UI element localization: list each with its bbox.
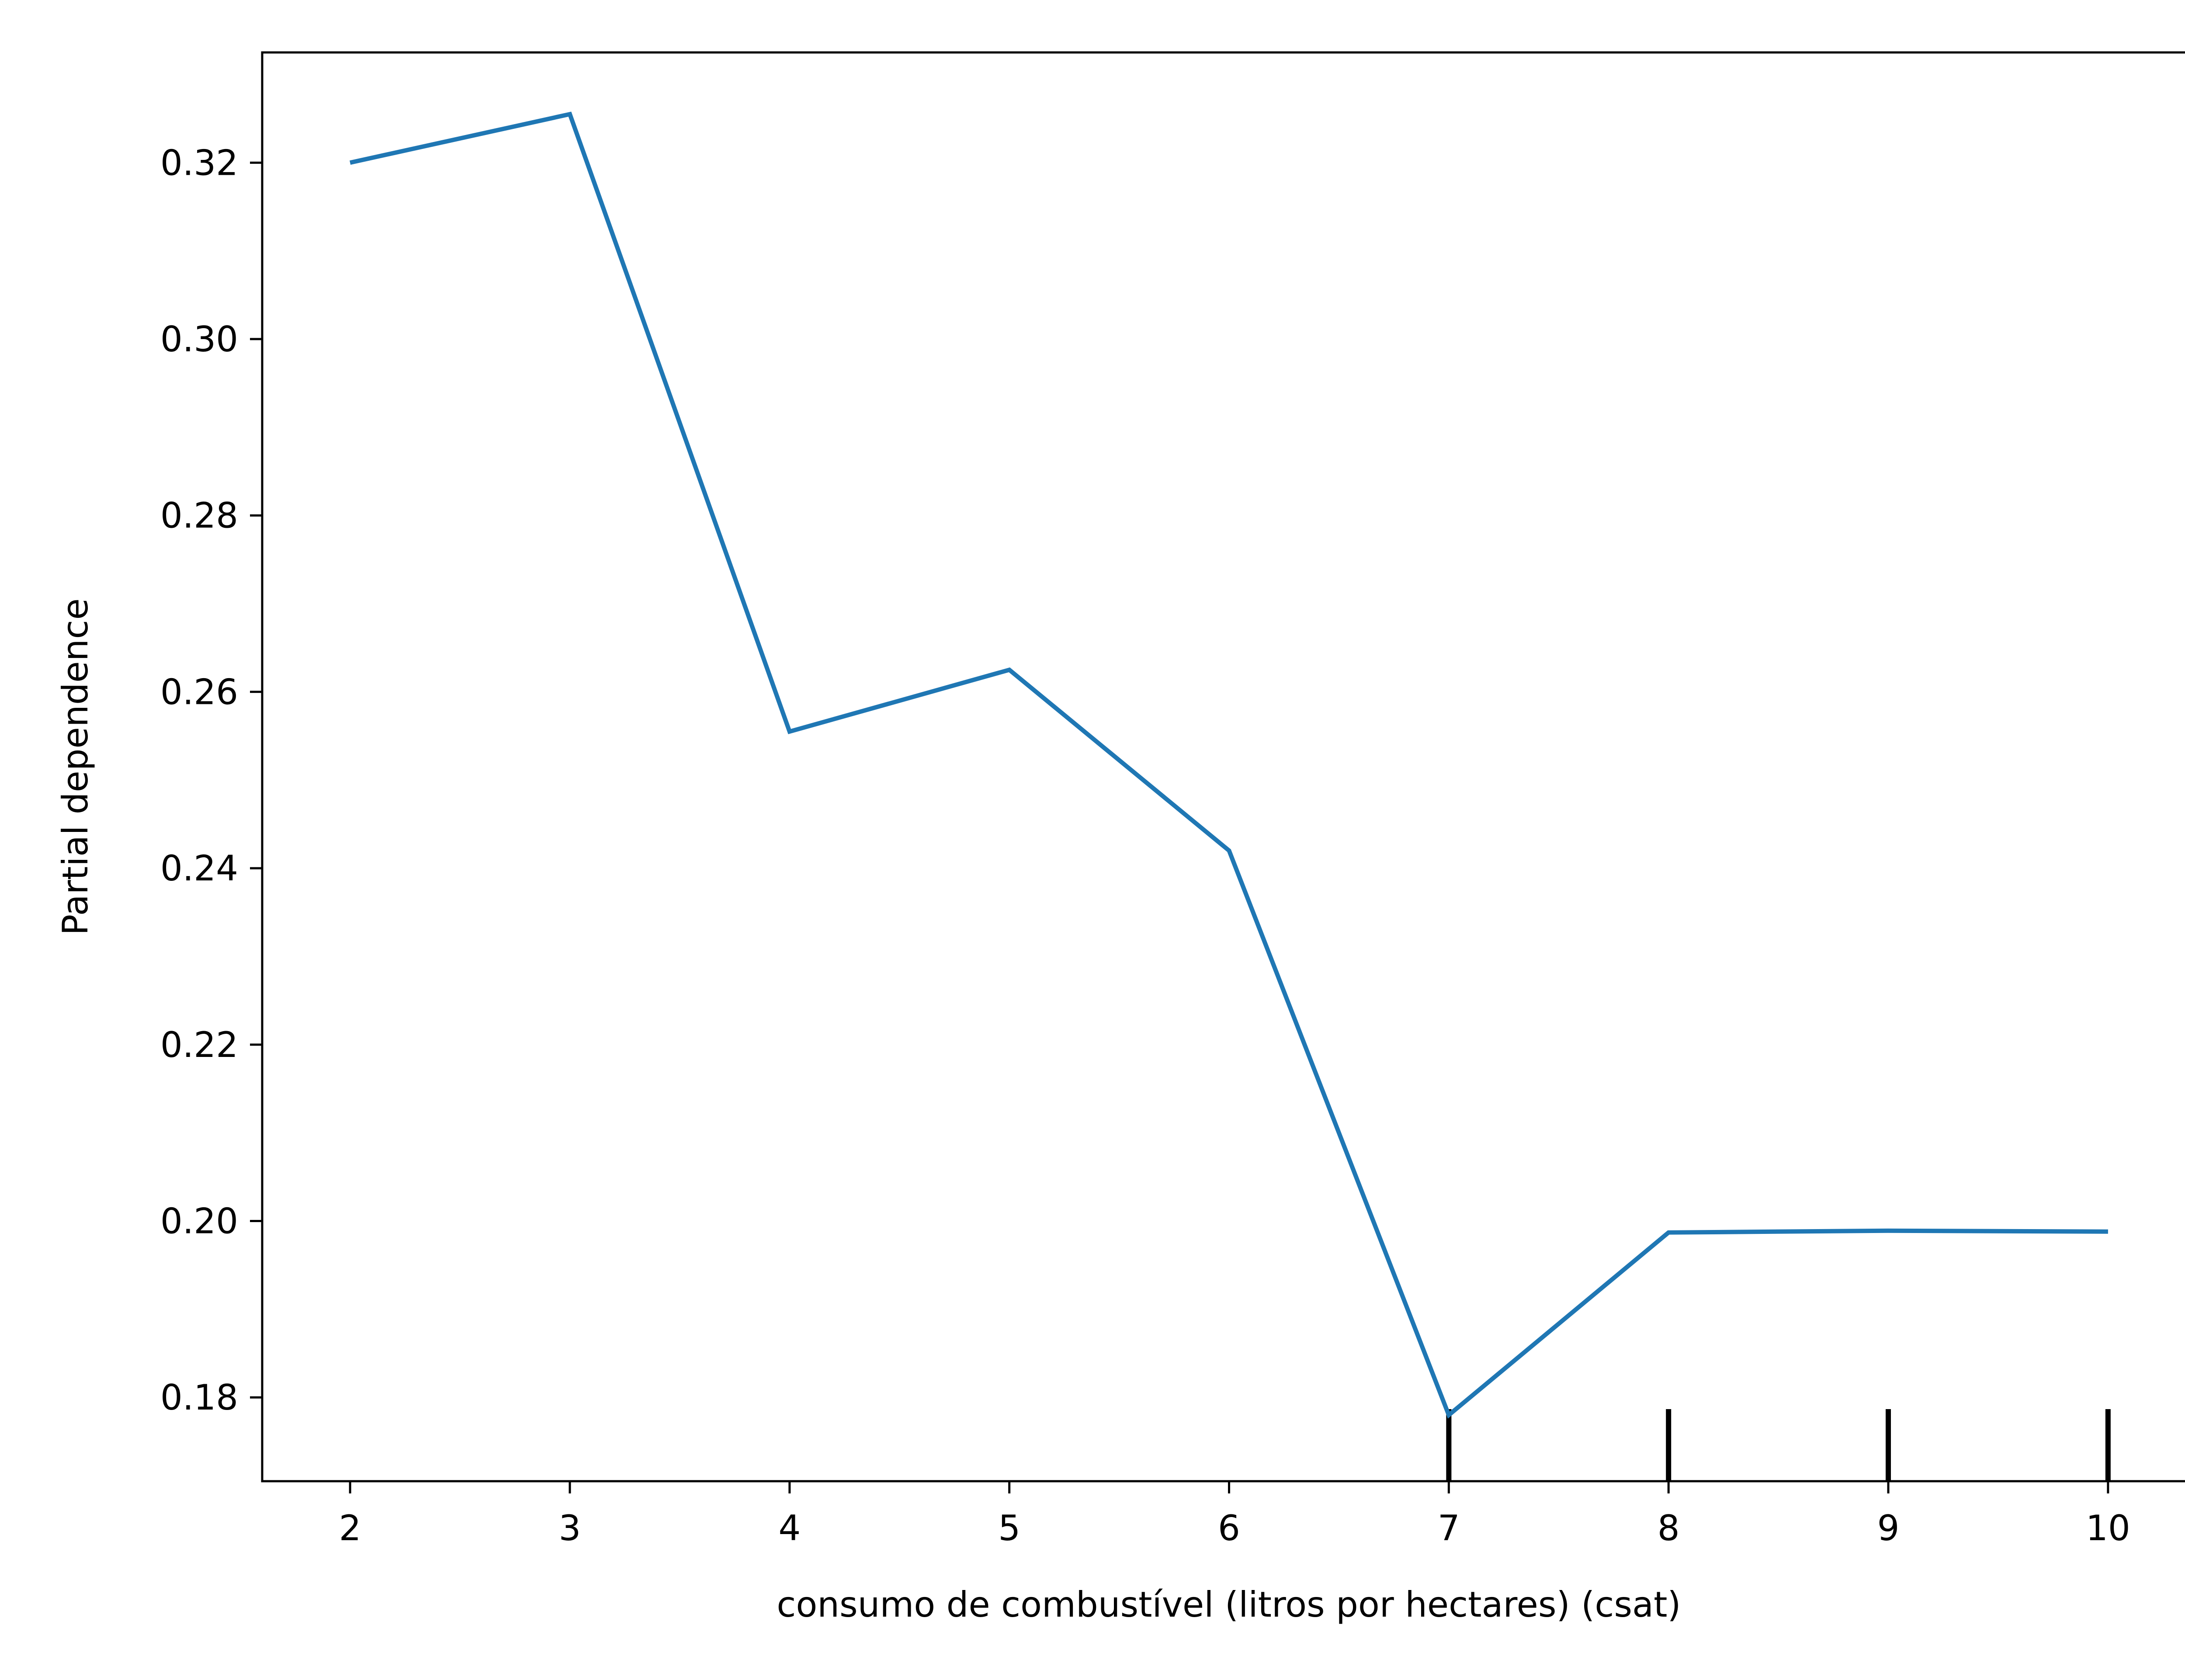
x-axis-label: consumo de combustível (litros por hecta… [777, 1584, 1681, 1625]
plot-frame [261, 51, 2185, 1483]
x-axis-ticks: 2 3 4 5 6 7 8 9 10 [339, 1481, 2130, 1548]
y-tick-label: 0.24 [160, 848, 238, 889]
series-group [350, 111, 2109, 1419]
y-tick-label: 0.22 [160, 1025, 238, 1065]
x-tick-label: 5 [998, 1508, 1020, 1548]
rug-marks [1446, 1409, 2111, 1481]
x-tick-label: 7 [1438, 1508, 1460, 1548]
data-point [1668, 1232, 1669, 1233]
y-axis-label: Partial dependence [55, 598, 96, 935]
x-tick-label: 10 [2086, 1508, 2130, 1548]
y-axis-ticks: 0.18 0.20 0.22 0.24 0.26 0.28 0.30 0.32 [160, 142, 262, 1418]
y-tick-label: 0.32 [160, 142, 238, 183]
data-point [1009, 669, 1010, 670]
series-line [350, 111, 2108, 1419]
x-tick-label: 2 [339, 1508, 361, 1548]
y-tick-label: 0.26 [160, 672, 238, 712]
y-tick-label: 0.30 [160, 319, 238, 360]
x-tick-label: 4 [778, 1508, 801, 1548]
x-tick-label: 8 [1658, 1508, 1680, 1548]
x-tick-label: 6 [1218, 1508, 1240, 1548]
y-tick-label: 0.18 [160, 1377, 238, 1418]
x-tick-label: 9 [1877, 1508, 1900, 1548]
y-tick-label: 0.20 [160, 1201, 238, 1242]
data-point [2108, 1231, 2109, 1232]
data-point [789, 731, 790, 732]
plot-background [262, 52, 2185, 1481]
data-point [1448, 1415, 1449, 1416]
x-tick-label: 3 [559, 1508, 581, 1548]
data-point [1888, 1230, 1889, 1231]
y-tick-label: 0.28 [160, 495, 238, 536]
data-point [1229, 850, 1230, 851]
